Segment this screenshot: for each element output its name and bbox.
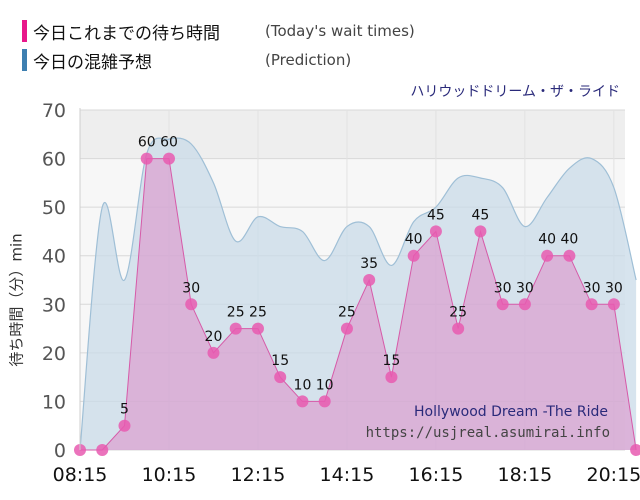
today-point	[518, 298, 531, 311]
today-point	[429, 225, 442, 238]
attraction-name-en: Hollywood Dream -The Ride	[414, 404, 608, 420]
today-point	[96, 444, 109, 456]
data-label: 60	[160, 135, 178, 151]
legend-prediction: 今日の混雑予想 (Prediction)	[22, 49, 352, 73]
y-tick-label: 20	[42, 343, 66, 365]
today-series	[74, 152, 640, 456]
data-label: 35	[360, 256, 378, 272]
data-label: 40	[405, 232, 423, 248]
today-point	[607, 298, 620, 311]
data-label: 5	[120, 402, 129, 418]
attraction-name-jp: ハリウッドドリーム・ザ・ライド	[410, 84, 620, 100]
today-area	[80, 158, 637, 451]
today-point	[229, 322, 242, 335]
today-point	[363, 274, 376, 286]
x-tick-label: 14:15	[320, 464, 375, 486]
data-label: 25	[227, 305, 245, 321]
x-tick-label: 20:15	[586, 464, 640, 486]
data-label: 10	[294, 377, 312, 393]
data-label: 30	[516, 280, 534, 296]
today-point	[296, 395, 309, 408]
today-line	[80, 158, 637, 451]
data-label: 30	[605, 280, 623, 296]
data-label: 25	[249, 305, 267, 321]
x-tick-label: 16:15	[409, 464, 464, 486]
today-point	[474, 225, 487, 238]
today-point	[207, 346, 220, 359]
legend-prediction-swatch	[22, 49, 27, 71]
data-label: 15	[271, 353, 289, 369]
today-point	[496, 298, 509, 311]
today-point	[452, 322, 465, 335]
legend-today: 今日これまでの待ち時間 (Today's wait times)	[22, 20, 415, 44]
x-tick-label: 12:15	[231, 464, 286, 486]
y-tick-label: 40	[42, 246, 66, 268]
today-point	[630, 444, 640, 456]
axes: 0 10 20 30 40 50 60 70 08:15 10:15 12:15 14:15 16:15…	[42, 100, 640, 486]
data-label: 45	[427, 207, 445, 223]
data-label: 45	[471, 207, 489, 223]
y-axis-label-wrap: 待ち時間（分）min	[6, 215, 26, 385]
today-point	[407, 249, 420, 262]
prediction-area	[80, 138, 637, 450]
legend-prediction-label-jp: 今日の混雑予想	[33, 52, 152, 73]
today-point	[585, 298, 598, 311]
y-tick-label: 70	[42, 100, 66, 122]
legend-today-label-en: (Today's wait times)	[265, 22, 415, 40]
today-point	[118, 419, 131, 432]
data-label: 25	[449, 305, 467, 321]
data-label: 40	[560, 232, 578, 248]
legend-prediction-label-en: (Prediction)	[265, 51, 352, 69]
data-label: 20	[205, 329, 223, 345]
y-tick-label: 50	[42, 197, 66, 219]
today-point	[563, 249, 576, 262]
legend-today-swatch	[22, 20, 27, 42]
today-point	[541, 249, 554, 262]
today-point	[385, 371, 398, 384]
y-axis-label: 待ち時間（分）min	[7, 233, 26, 367]
today-point	[162, 152, 175, 165]
y-tick-label: 60	[42, 149, 66, 171]
x-tick-label: 08:15	[53, 464, 108, 486]
today-point	[185, 298, 198, 311]
data-label: 40	[538, 232, 556, 248]
data-label: 10	[316, 377, 334, 393]
x-tick-label: 10:15	[142, 464, 197, 486]
today-point	[251, 322, 264, 335]
today-point	[340, 322, 353, 335]
legend-today-label-jp: 今日これまでの待ち時間	[33, 23, 220, 44]
data-label: 30	[494, 280, 512, 296]
data-label: 15	[383, 353, 401, 369]
y-tick-label: 0	[54, 440, 66, 462]
data-label: 25	[338, 305, 356, 321]
data-label: 30	[182, 280, 200, 296]
today-point	[140, 152, 153, 165]
today-point	[318, 395, 331, 408]
today-point	[274, 371, 287, 384]
data-label: 60	[138, 135, 156, 151]
y-tick-label: 10	[42, 391, 66, 413]
x-tick-label: 18:15	[498, 464, 553, 486]
data-label: 30	[583, 280, 601, 296]
y-tick-label: 30	[42, 294, 66, 316]
site-url: https://usjreal.asumirai.info	[366, 425, 610, 441]
